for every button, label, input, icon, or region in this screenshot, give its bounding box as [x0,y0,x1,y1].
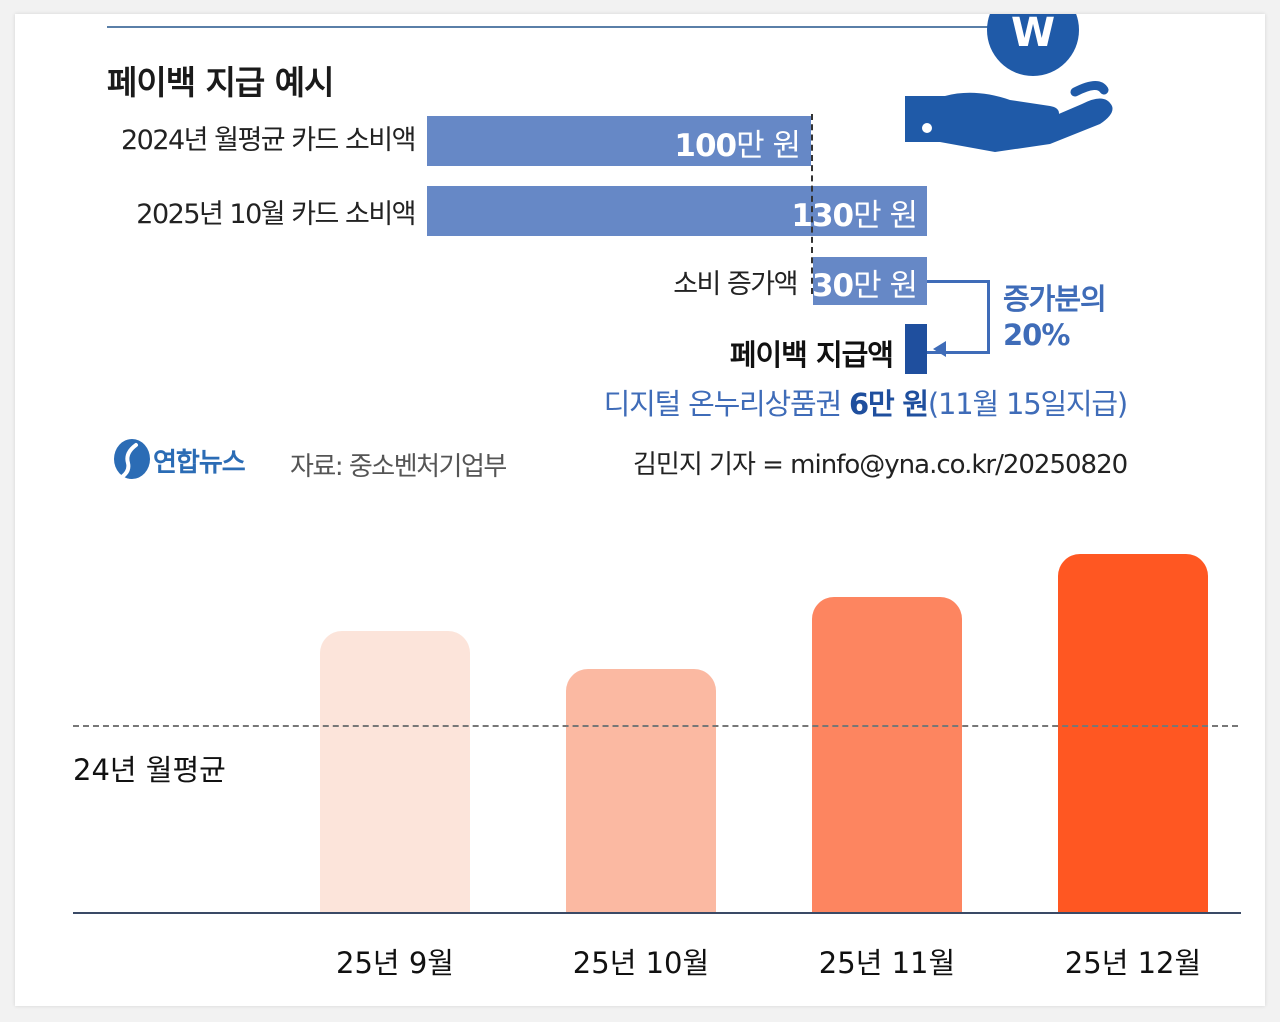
chart-bar [320,630,470,912]
payback-caption: 디지털 온누리상품권 6만 원(11월 15일지급) [603,387,1129,421]
hand-coin-icon: W [905,14,1113,152]
yonhap-logo-icon [114,439,150,479]
monthly-bar-chart: 24년 월평균 25년 9월 25년 10월 25년 11월 25년 12월 [15,514,1265,1006]
bar-payback [905,324,927,374]
increase-note-line1: 증가분의 [1003,282,1107,316]
x-tick-label: 25년 9월 [336,946,454,980]
bar-value-2025-oct: 130만 원 [791,198,918,234]
reference-line [73,725,1238,728]
bar-2025-oct [427,186,927,236]
logo-text: 연합뉴스 [153,448,246,478]
bar-2024-avg [427,116,811,166]
svg-text:W: W [1011,14,1055,56]
row-label-2025-oct: 2025년 10월 카드 소비액 [136,199,416,230]
increase-note-line2: 20% [1003,318,1070,352]
arrow-left-icon [933,341,946,357]
x-tick-label: 25년 10월 [572,946,710,980]
reference-line-label: 24년 월평균 [73,753,226,788]
x-tick-label: 25년 12월 [1064,946,1202,980]
row-label-increase: 소비 증가액 [673,269,798,300]
source-text: 자료: 중소벤처기업부 [290,452,507,482]
payback-label: 페이백 지급액 [729,338,894,372]
x-tick-label: 25년 11월 [818,946,956,980]
bar-value-increase: 30만 원 [811,268,918,304]
row-label-2024-avg: 2024년 월평균 카드 소비액 [120,125,417,156]
increase-bracket [927,280,990,354]
byline-text: 김민지 기자 = minfo@yna.co.kr/20250820 [633,450,1128,480]
chart-bar [812,597,962,912]
chart-bar [1058,554,1208,912]
bar-increase [813,257,927,305]
x-axis-line [73,912,1241,914]
infographic-title: 페이백 지급 예시 [107,63,334,102]
chart-bar [566,669,716,912]
bar-value-2024-avg: 100만 원 [674,128,801,164]
divider-dashed [811,114,813,294]
card: 페이백 지급 예시 W 2024년 월평균 카드 소비액 100만 원 2025… [15,14,1265,1006]
top-rule [107,26,1077,28]
